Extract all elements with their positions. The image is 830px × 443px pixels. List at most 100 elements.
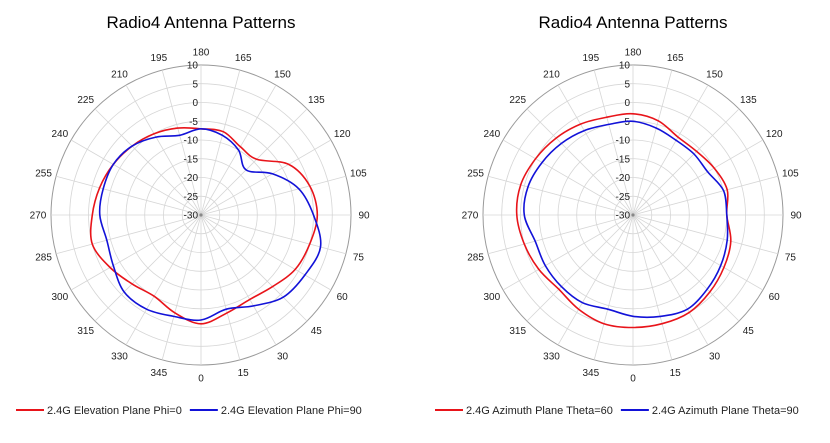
azimuth-polar-chart: Radio4 Antenna Patterns1050-5-10-15-20-2…: [435, 13, 802, 417]
angle-tick-label: 315: [77, 326, 94, 337]
angle-tick-label: 240: [51, 129, 68, 140]
grid-spoke: [632, 84, 709, 216]
angle-tick-label: 165: [235, 53, 252, 64]
grid-spoke: [632, 214, 673, 361]
angle-tick-label: 75: [353, 253, 365, 264]
legend-label-1: 2.4G Azimuth Plane Theta=60: [466, 405, 613, 417]
radial-tick-label: 0: [192, 98, 198, 109]
grid-spoke: [632, 214, 779, 255]
angle-tick-label: 15: [670, 368, 682, 379]
radial-tick-label: -15: [184, 154, 199, 165]
angle-tick-label: 30: [277, 352, 289, 363]
grid-spoke: [55, 175, 202, 216]
grid-spoke: [94, 214, 202, 322]
grid-spoke: [632, 214, 709, 346]
radial-tick-label: 5: [624, 79, 630, 90]
angle-tick-label: 135: [308, 95, 325, 106]
grid-spoke: [502, 139, 634, 216]
grid-spoke: [200, 214, 241, 361]
angle-tick-label: 45: [311, 326, 323, 337]
grid-spoke: [557, 214, 634, 346]
angle-tick-label: 300: [51, 292, 68, 303]
radial-tick-label: -30: [616, 211, 631, 222]
grid-spoke: [161, 214, 202, 361]
angle-tick-label: 180: [193, 48, 210, 59]
grid-spoke: [632, 214, 740, 322]
angle-tick-label: 210: [543, 69, 560, 80]
angle-tick-label: 225: [509, 95, 526, 106]
angle-tick-label: 60: [337, 292, 349, 303]
angle-tick-label: 150: [274, 69, 291, 80]
grid-spoke: [200, 69, 241, 216]
chart-title: Radio4 Antenna Patterns: [538, 13, 727, 32]
grid-spoke: [200, 139, 332, 216]
angle-tick-label: 120: [766, 129, 783, 140]
grid-spoke: [632, 214, 764, 291]
angle-tick-label: 150: [706, 69, 723, 80]
angle-tick-label: 0: [630, 374, 636, 385]
angle-tick-label: 330: [111, 352, 128, 363]
angle-tick-label: 60: [769, 292, 781, 303]
radial-tick-label: -5: [621, 117, 630, 128]
angle-tick-label: 285: [35, 253, 52, 264]
chart-title: Radio4 Antenna Patterns: [106, 13, 295, 32]
grid-spoke: [94, 108, 202, 216]
polar-grid: [482, 64, 784, 366]
angle-tick-label: 105: [782, 168, 799, 179]
radial-tick-label: -15: [616, 154, 631, 165]
radial-tick-label: -10: [184, 136, 199, 147]
radial-tick-label: 10: [187, 61, 199, 72]
radial-tick-label: -30: [184, 211, 199, 222]
radial-tick-label: -5: [189, 117, 198, 128]
angle-tick-label: 315: [509, 326, 526, 337]
grid-spoke: [161, 69, 202, 216]
legend-label-1: 2.4G Elevation Plane Phi=0: [47, 405, 182, 417]
grid-spoke: [593, 214, 634, 361]
angle-tick-label: 345: [150, 368, 167, 379]
polar-grid: [50, 64, 352, 366]
angle-tick-label: 195: [150, 53, 167, 64]
grid-spoke: [55, 214, 202, 255]
angle-tick-label: 90: [358, 211, 370, 222]
grid-spoke: [632, 108, 740, 216]
grid-spoke: [502, 214, 634, 291]
angle-tick-label: 135: [740, 95, 757, 106]
radial-tick-label: -20: [184, 173, 199, 184]
legend: 2.4G Azimuth Plane Theta=60 2.4G Azimuth …: [435, 405, 799, 417]
radial-tick-label: 0: [624, 98, 630, 109]
grid-spoke: [70, 214, 202, 291]
grid-spoke: [125, 84, 202, 216]
angle-tick-label: 90: [790, 211, 802, 222]
grid-spoke: [632, 139, 764, 216]
grid-spoke: [593, 69, 634, 216]
grid-spoke: [557, 84, 634, 216]
angle-tick-label: 330: [543, 352, 560, 363]
grid-spoke: [200, 214, 308, 322]
grid-spoke: [632, 69, 673, 216]
radial-tick-label: -25: [184, 192, 199, 203]
angle-tick-label: 0: [198, 374, 204, 385]
series-line-2: [98, 128, 322, 322]
angle-tick-label: 210: [111, 69, 128, 80]
angle-tick-label: 45: [743, 326, 755, 337]
radial-tick-label: -10: [616, 136, 631, 147]
angle-tick-label: 30: [709, 352, 721, 363]
angle-tick-label: 195: [582, 53, 599, 64]
angle-tick-label: 105: [350, 168, 367, 179]
legend-label-2: 2.4G Elevation Plane Phi=90: [221, 405, 362, 417]
grid-spoke: [200, 214, 277, 346]
series-line-2: [523, 120, 729, 319]
angle-tick-label: 345: [582, 368, 599, 379]
grid-spoke: [526, 108, 634, 216]
angle-tick-label: 180: [625, 48, 642, 59]
angle-tick-label: 270: [30, 211, 47, 222]
grid-spoke: [70, 139, 202, 216]
grid-spoke: [200, 175, 347, 216]
center-dot: [199, 213, 203, 217]
angle-tick-label: 75: [785, 253, 797, 264]
angle-tick-label: 165: [667, 53, 684, 64]
angle-tick-label: 225: [77, 95, 94, 106]
center-dot: [631, 213, 635, 217]
